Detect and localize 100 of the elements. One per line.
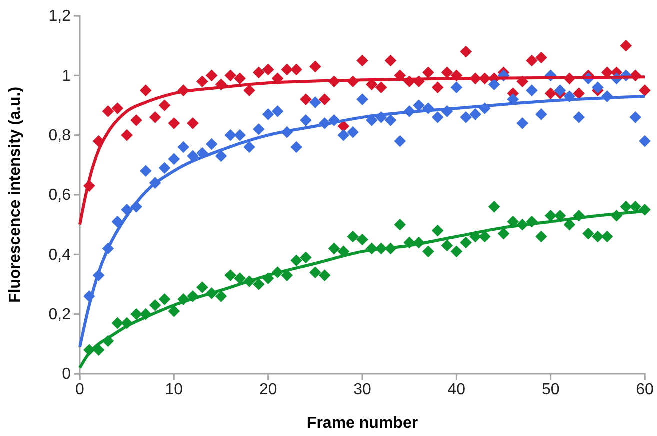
point [470,108,482,120]
y-tick-label: 0,2 [48,306,72,324]
x-tick-label: 20 [259,381,278,398]
point [310,60,322,73]
point [149,299,162,312]
point [536,52,548,64]
x-tick-label: 50 [542,381,560,398]
point [244,84,256,96]
y-tick-label: 1,2 [48,8,72,26]
point [196,76,208,88]
point [130,308,142,320]
point [140,165,152,178]
point [356,94,368,106]
point [639,84,651,96]
point [158,100,171,112]
point [196,282,208,294]
point [253,123,265,136]
point [253,278,265,290]
point [573,88,585,100]
point [544,210,557,222]
point [573,112,585,124]
point [384,54,397,67]
point [544,88,557,100]
point [441,240,454,252]
point [215,150,228,162]
point [536,230,548,243]
x-tick-label: 40 [448,381,466,398]
x-tick-label: 60 [636,381,654,398]
y-tick-label: 0,4 [48,246,72,264]
point [432,224,444,237]
point [338,129,350,142]
y-tick-label: 0,8 [48,127,72,144]
point [158,162,171,174]
point [140,84,152,96]
point [300,94,312,106]
point [244,141,256,154]
point [375,82,388,94]
point [592,230,604,243]
point [272,106,284,118]
point [168,117,180,130]
point [460,236,472,249]
point [516,117,528,130]
point [554,84,566,96]
point [168,153,180,166]
point [178,141,190,154]
point [460,112,472,124]
point [290,254,302,267]
point [234,72,246,85]
point [422,246,434,258]
point [215,290,228,302]
point [187,117,199,130]
point [112,102,124,114]
point [168,305,180,318]
y-tick-label: 0 [62,366,72,384]
point [262,108,274,120]
point [356,234,368,246]
point [432,112,444,124]
point [347,126,359,138]
point [582,228,594,240]
point [394,135,406,148]
point [536,108,548,120]
point [328,242,340,255]
x-tick-label: 0 [76,381,85,398]
point [347,230,359,243]
point [121,129,133,142]
point [224,70,237,82]
point [432,82,444,94]
x-tick-label: 30 [354,381,372,398]
point [488,78,500,91]
point [479,230,491,243]
point [262,64,274,76]
point [488,201,500,213]
point [620,40,632,52]
point [498,228,510,240]
point [601,230,614,243]
point [290,64,302,76]
x-axis-title: Frame number [306,415,418,432]
point [224,129,237,142]
point [450,82,463,94]
point [620,201,632,213]
point [526,84,538,96]
point [630,112,642,124]
point [300,114,312,126]
point [290,141,302,154]
point [318,270,331,282]
point [450,246,463,258]
point [310,96,322,108]
point [149,112,162,124]
y-axis-title: Fluorescence intensity (a.u.) [7,86,24,304]
point [526,54,538,67]
point [130,114,142,126]
point [158,294,171,306]
y-tick-label: 0,6 [48,187,72,204]
point [356,54,368,67]
point [384,114,397,126]
y-tick-label: 1 [62,68,72,85]
point [441,66,454,79]
point [639,135,651,148]
point [592,82,604,94]
point [206,70,218,82]
